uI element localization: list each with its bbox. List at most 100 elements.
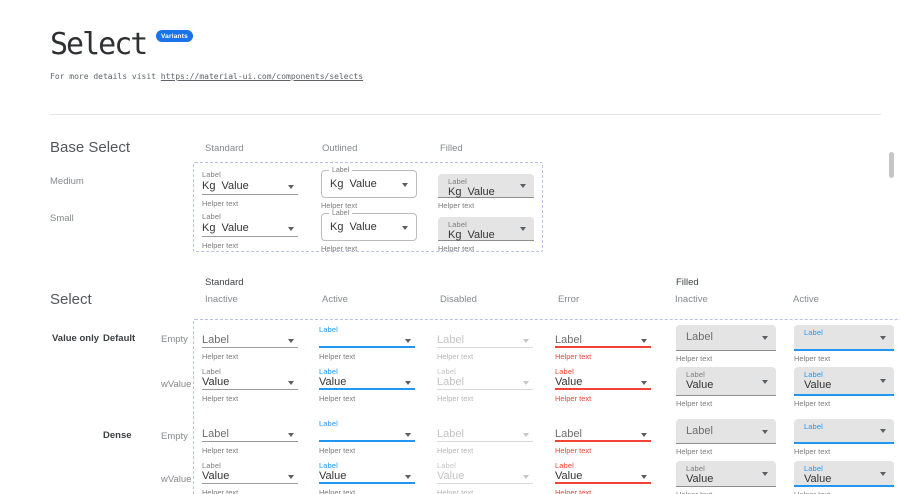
select-state-header-active-1: Active xyxy=(322,294,348,305)
select-field[interactable]: Value xyxy=(555,376,651,390)
select-field[interactable]: Label xyxy=(555,334,651,348)
select-field[interactable]: Label Value xyxy=(676,367,776,396)
select-field[interactable]: Label Value xyxy=(794,461,894,487)
select-value: Value xyxy=(349,177,377,190)
select-field[interactable]: Label Kg Value xyxy=(321,167,417,198)
dropdown-arrow-icon xyxy=(641,380,647,385)
select-label: Label xyxy=(329,210,353,218)
select-frame xyxy=(193,319,900,494)
helper-text: Helper text xyxy=(555,394,592,403)
select-field[interactable]: Label Kg Value xyxy=(321,210,417,241)
select-cell-standard-inactive-r3: Label Value Helper text xyxy=(202,461,298,494)
select-value: Label xyxy=(437,376,464,388)
select-cell-filled-active-r2: Label Helper text xyxy=(794,419,894,456)
helper-text: Helper text xyxy=(794,399,831,408)
select-field[interactable]: Label xyxy=(437,334,533,348)
dropdown-arrow-icon xyxy=(405,432,411,437)
helper-text: Helper text xyxy=(202,241,239,250)
select-value-row: Kg Value xyxy=(448,186,524,199)
select-label: Label xyxy=(202,367,221,376)
dropdown-arrow-icon xyxy=(405,474,411,479)
select-label xyxy=(202,419,298,428)
dropdown-arrow-icon xyxy=(641,474,647,479)
select-field[interactable]: Label xyxy=(676,325,776,351)
helper-text: Helper text xyxy=(321,244,358,253)
select-field[interactable]: Label xyxy=(202,428,298,442)
dropdown-arrow-icon xyxy=(405,380,411,385)
select-value-row: Kg Value xyxy=(330,221,377,234)
select-cell-standard-disabled-r2: Label Helper text xyxy=(437,419,533,455)
select-field[interactable]: Label Value xyxy=(794,367,894,396)
select-field[interactable]: Value xyxy=(319,376,415,390)
helper-text: Helper text xyxy=(555,488,592,494)
select-label: Label xyxy=(437,461,456,470)
select-value-row: Kg Value xyxy=(330,178,377,191)
select-field[interactable] xyxy=(319,334,415,348)
select-field[interactable]: Label xyxy=(555,428,651,442)
scrollbar-thumb[interactable] xyxy=(889,152,894,178)
select-state-header-inactive-4: Inactive xyxy=(675,294,708,305)
select-field[interactable]: Label xyxy=(437,428,533,442)
helper-text: Helper text xyxy=(437,394,474,403)
select-field[interactable]: Value xyxy=(202,376,298,390)
select-cell-standard-error-r0: Label Helper text xyxy=(555,325,651,361)
select-cell-standard-inactive-r0: Label Helper text xyxy=(202,325,298,361)
select-label: Label xyxy=(319,419,338,428)
select-adornment: Kg xyxy=(202,180,216,192)
select-value: Label xyxy=(555,333,582,346)
select-value: Value xyxy=(686,379,714,391)
select-label: Label xyxy=(555,367,574,376)
select-cell-standard-active-r2: Label Helper text xyxy=(319,419,415,455)
select-value: Value xyxy=(555,469,583,482)
select-cell-filled-inactive-r1: Label Value Helper text xyxy=(676,367,776,408)
select-field[interactable]: Label xyxy=(676,419,776,444)
base-standard-select-medium: Label Kg Value Helper text xyxy=(202,170,298,208)
select-field[interactable]: Kg Value xyxy=(202,221,298,237)
select-value: Value xyxy=(804,473,832,485)
select-cell-standard-inactive-r2: Label Helper text xyxy=(202,419,298,455)
select-value: Value xyxy=(221,180,249,192)
select-field[interactable]: Label xyxy=(794,325,894,351)
helper-text: Helper text xyxy=(321,201,358,210)
select-label xyxy=(437,325,533,334)
select-cell-filled-inactive-r0: Label Helper text xyxy=(676,325,776,363)
select-field[interactable]: Label xyxy=(202,334,298,348)
base-column-header-outlined: Outlined xyxy=(322,143,358,154)
helper-text: Helper text xyxy=(794,447,831,456)
select-field[interactable]: Value xyxy=(437,470,533,484)
helper-text: Helper text xyxy=(319,488,356,494)
select-field[interactable]: Label Value xyxy=(676,461,776,487)
select-field[interactable]: Value xyxy=(202,470,298,484)
dropdown-arrow-icon xyxy=(520,227,526,231)
select-value: Value xyxy=(555,375,583,388)
select-label: Label xyxy=(202,170,221,179)
select-cell-standard-active-r3: Label Value Helper text xyxy=(319,461,415,494)
select-value: Value xyxy=(686,473,714,485)
dropdown-arrow-icon xyxy=(402,182,408,187)
select-adornment: Kg xyxy=(330,177,344,190)
select-field[interactable]: Value xyxy=(319,470,415,484)
select-cell-standard-error-r3: Label Value Helper text xyxy=(555,461,651,494)
docs-link[interactable]: https://material-ui.com/components/selec… xyxy=(160,72,364,81)
select-value: Value xyxy=(319,469,347,482)
select-field[interactable]: Label Kg Value xyxy=(438,174,534,198)
select-field[interactable] xyxy=(319,428,415,442)
base-filled-select-small: Label Kg Value Helper text xyxy=(438,217,534,253)
select-value: Value xyxy=(467,229,495,241)
base-outlined-select-small: Label Kg Value Helper text xyxy=(321,210,417,253)
select-field[interactable]: Label xyxy=(437,376,533,390)
select-field[interactable]: Kg Value xyxy=(202,179,298,195)
select-field[interactable]: Label Kg Value xyxy=(438,217,534,241)
helper-text: Helper text xyxy=(794,354,831,363)
helper-text: Helper text xyxy=(437,446,474,455)
helper-text: Helper text xyxy=(202,199,239,208)
select-field[interactable]: Value xyxy=(555,470,651,484)
select-field[interactable]: Label xyxy=(794,419,894,444)
select-adornment: Kg xyxy=(330,220,344,233)
select-label: Label xyxy=(555,461,574,470)
select-heading: Select xyxy=(50,291,92,308)
dropdown-arrow-icon xyxy=(523,381,529,385)
select-value: Value xyxy=(319,375,347,388)
select-label: Label xyxy=(319,461,338,470)
dropdown-arrow-icon xyxy=(288,339,294,343)
